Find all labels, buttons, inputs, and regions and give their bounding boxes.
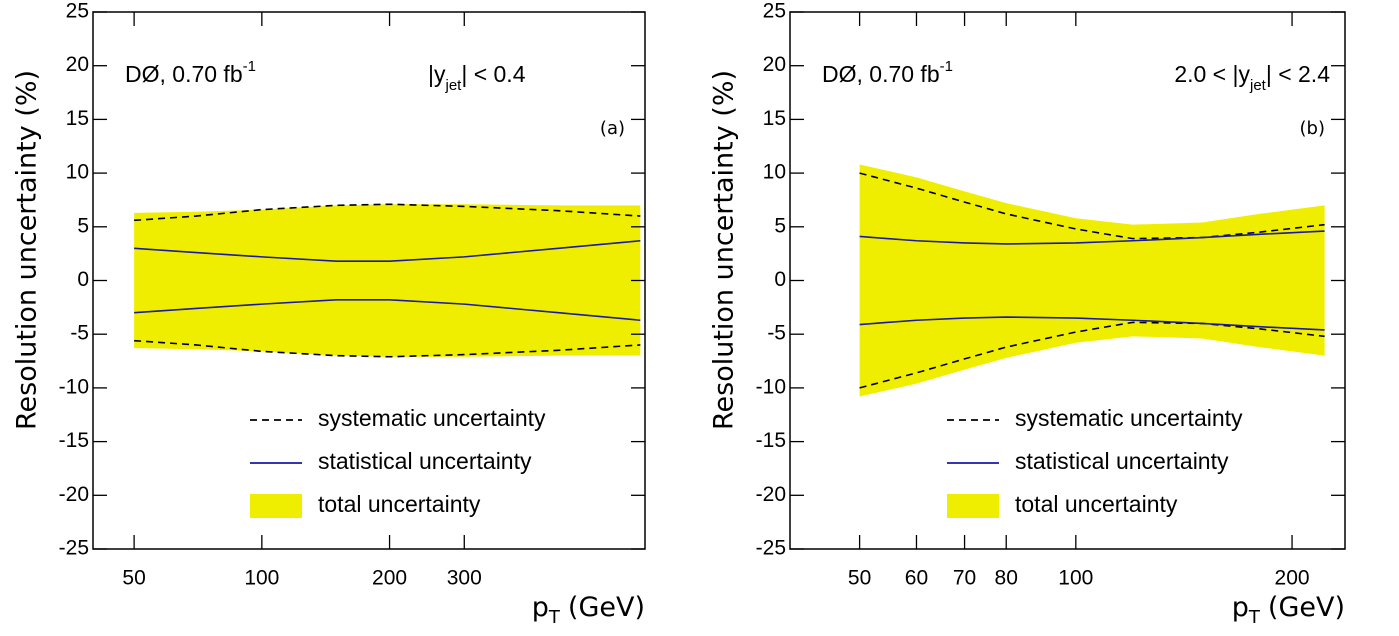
experiment-label: DØ, 0.70 fb-1 (125, 58, 256, 87)
region-pre: |y (428, 61, 446, 87)
legend-swatch (250, 494, 302, 518)
experiment-text: DØ, 0.70 fb (822, 61, 940, 87)
experiment-sup: -1 (940, 58, 953, 75)
y-tick-label: 0 (774, 268, 786, 291)
x-axis-title-main: p (1232, 592, 1249, 623)
region-sub: jet (1249, 77, 1267, 94)
y-tick-label: -10 (59, 375, 89, 398)
uncertainty-band (134, 204, 641, 357)
region-post: | < 2.4 (1266, 61, 1330, 87)
region-sub: jet (444, 77, 462, 94)
y-tick-label: 0 (77, 268, 89, 291)
y-tick-label: 25 (66, 0, 89, 23)
panel: -25 -20 -15 -10 -5 0 5 10 15 20 25 50 100 200 300 Resol… (12, 0, 646, 628)
x-tick-label: 50 (122, 567, 145, 590)
y-tick-label: 25 (763, 0, 786, 23)
x-axis-title: pT (GeV) (1232, 592, 1345, 629)
x-tick-label: 60 (905, 567, 928, 590)
uncertainty-line (859, 316, 1325, 331)
y-tick-label: -25 (756, 537, 786, 560)
experiment-sup: -1 (243, 58, 256, 75)
uncertainty-band (859, 164, 1325, 397)
x-tick-label: 100 (244, 567, 279, 590)
x-tick-label: 50 (848, 567, 871, 590)
y-tick-label: 10 (66, 161, 89, 184)
x-axis-title-main: p (532, 592, 549, 623)
x-axis-title-sub: T (548, 607, 561, 628)
panel-label: (a) (600, 118, 625, 139)
y-tick-label: -15 (59, 429, 89, 452)
y-tick-label: -10 (756, 375, 786, 398)
uncertainty-line (134, 299, 641, 322)
x-tick-label: 100 (1058, 567, 1093, 590)
uncertainty-line (859, 321, 1325, 389)
y-tick-label: -20 (756, 483, 786, 506)
y-axis-title: Resolution uncertainty (%) (12, 70, 43, 430)
y-axis-title: Resolution uncertainty (%) (709, 70, 740, 430)
y-tick-label: 10 (763, 161, 786, 184)
experiment-text: DØ, 0.70 fb (125, 61, 243, 87)
y-tick-label: 20 (66, 53, 89, 76)
region-pre: 2.0 < |y (1174, 61, 1250, 87)
y-tick-label: -5 (767, 322, 786, 345)
region-post: | < 0.4 (461, 61, 525, 87)
legend-label: statistical uncertainty (318, 448, 532, 474)
y-tick-label: -25 (59, 537, 89, 560)
panel-label: (b) (1300, 118, 1325, 139)
legend-label: statistical uncertainty (1015, 448, 1229, 474)
experiment-label: DØ, 0.70 fb-1 (822, 58, 953, 87)
x-axis-title-unit: (GeV) (1268, 592, 1345, 623)
y-tick-label: -20 (59, 483, 89, 506)
x-tick-label: 300 (447, 567, 482, 590)
x-axis-title-unit: (GeV) (568, 592, 645, 623)
legend-swatch (947, 494, 999, 518)
uncertainty-line (134, 339, 641, 358)
legend-label: total uncertainty (318, 491, 481, 517)
x-tick-label: 80 (995, 567, 1018, 590)
region-label: 2.0 < |yjet| < 2.4 (1174, 61, 1330, 94)
x-axis-title-sub: T (1248, 607, 1261, 628)
y-tick-label: 15 (763, 107, 786, 130)
x-tick-label: 200 (1275, 567, 1310, 590)
x-tick-label: 200 (372, 567, 407, 590)
y-tick-label: -15 (756, 429, 786, 452)
legend-label: total uncertainty (1015, 491, 1178, 517)
uncertainty-line (859, 172, 1325, 240)
region-label: |yjet| < 0.4 (428, 61, 526, 94)
uncertainty-line (134, 239, 641, 262)
y-tick-label: 5 (77, 214, 89, 237)
y-tick-label: 20 (763, 53, 786, 76)
panel: -25 -20 -15 -10 -5 0 5 10 15 20 25 50 60 70 80 100 200 Re… (709, 0, 1346, 628)
legend-label: systematic uncertainty (1015, 405, 1243, 431)
uncertainty-line (134, 203, 641, 222)
y-tick-label: -5 (70, 322, 89, 345)
x-tick-label: 70 (953, 567, 976, 590)
y-tick-label: 5 (774, 214, 786, 237)
uncertainty-line (859, 230, 1325, 245)
legend-label: systematic uncertainty (318, 405, 546, 431)
y-tick-label: 15 (66, 107, 89, 130)
x-axis-title: pT (GeV) (532, 592, 645, 629)
